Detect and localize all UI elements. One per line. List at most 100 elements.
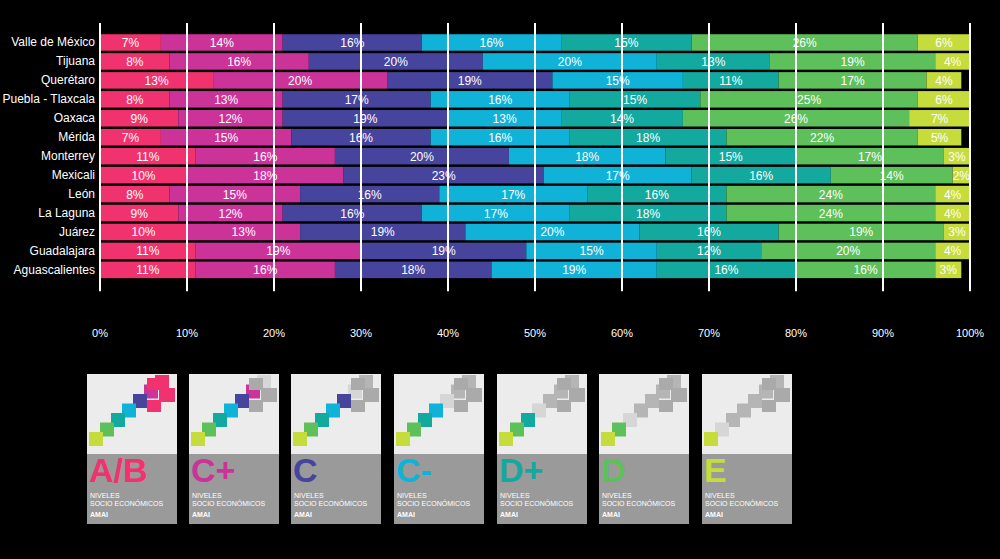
data-label: 12% [218, 112, 242, 126]
data-label: 8% [126, 93, 144, 107]
brand: AMAI [500, 511, 518, 518]
data-label: 6% [935, 36, 953, 50]
bar-segment [283, 91, 431, 108]
bar-segment [935, 186, 970, 203]
tick-label: 30% [350, 327, 372, 339]
grid-line [186, 23, 188, 291]
bar-segment [779, 72, 927, 89]
grid-line [447, 23, 449, 291]
data-label: 20% [288, 74, 312, 88]
data-label: 19% [562, 263, 586, 277]
bar-segment [300, 224, 465, 241]
caption: SOCIO ECONÓMICOS [192, 499, 265, 507]
bar-segment [726, 186, 935, 203]
data-label: 19% [266, 244, 290, 258]
bar-segment [796, 148, 944, 165]
data-label: 7% [931, 112, 949, 126]
icon-plus [147, 378, 161, 390]
bar-segment [552, 72, 683, 89]
tick-label: 60% [611, 327, 633, 339]
data-label: 24% [819, 188, 843, 202]
data-label: 3% [948, 150, 966, 164]
legend-label: C+ [191, 451, 235, 489]
brand: AMAI [90, 511, 108, 518]
bar-segment [100, 186, 170, 203]
legend-label: D+ [499, 451, 543, 489]
bar-segment [100, 110, 178, 127]
bar-segment [526, 243, 657, 259]
caption: NIVELES [192, 492, 222, 499]
category-label: Monterrey [41, 149, 95, 163]
card-top [497, 374, 587, 454]
bar-segment [361, 243, 526, 259]
card-background [394, 374, 484, 524]
bar-segment [100, 72, 213, 89]
bar-segment [422, 205, 570, 222]
card-background [291, 374, 381, 524]
bar-segment [309, 53, 483, 70]
caption: NIVELES [602, 492, 632, 499]
data-label: 17% [501, 188, 525, 202]
tick-label: 50% [524, 327, 546, 339]
bar-segment [918, 91, 970, 108]
category-label: Aguascalientes [14, 263, 95, 277]
brand: AMAI [705, 511, 723, 518]
bar-segment [100, 243, 196, 259]
grid-line [882, 23, 884, 291]
data-label: 20% [558, 55, 582, 69]
data-labels: 7%14%16%16%15%26%6%8%16%20%20%13%19%4%13… [122, 36, 971, 277]
data-label: 4% [944, 244, 962, 258]
data-label: 11% [719, 74, 742, 88]
bar-segment [431, 129, 570, 146]
data-label: 17% [345, 93, 369, 107]
data-label: 17% [484, 207, 508, 221]
caption: NIVELES [397, 492, 427, 499]
category-label: La Laguna [38, 206, 95, 220]
bar-segment [283, 205, 422, 222]
data-label: 19% [841, 55, 865, 69]
data-label: 14% [210, 36, 234, 50]
icon-plus [351, 400, 365, 412]
icon-plus [671, 388, 687, 402]
bar-segment [570, 91, 701, 108]
legend-label: C [293, 451, 318, 489]
bar-segment [953, 167, 970, 184]
legend: A/BNIVELESSOCIO ECONÓMICOSAMAIC+NIVELESS… [87, 374, 792, 524]
data-label: 19% [371, 225, 395, 239]
legend-label: C- [396, 451, 432, 489]
legend-card: CNIVELESSOCIO ECONÓMICOSAMAI [291, 374, 381, 524]
caption: SOCIO ECONÓMICOS [397, 499, 470, 507]
bar-segment [561, 34, 692, 51]
data-label: 2% [953, 169, 971, 183]
grid [100, 23, 970, 291]
legend-card: DNIVELESSOCIO ECONÓMICOSAMAI [599, 374, 689, 524]
caption: SOCIO ECONÓMICOS [294, 499, 367, 507]
data-label: 13% [493, 112, 517, 126]
bar-segment [692, 167, 831, 184]
data-label: 4% [935, 74, 953, 88]
card-top [87, 374, 177, 454]
caption: SOCIO ECONÓMICOS [705, 499, 778, 507]
data-label: 11% [136, 263, 159, 277]
bar-segment [178, 110, 282, 127]
data-label: 17% [858, 150, 882, 164]
data-label: 13% [145, 74, 169, 88]
legend-card: ENIVELESSOCIO ECONÓMICOSAMAI [702, 374, 792, 524]
card-top [189, 374, 279, 454]
icon-plus [557, 378, 571, 390]
bar-segment [657, 53, 770, 70]
bar-segment [100, 148, 196, 165]
bar-segment [944, 224, 970, 241]
bar-segment [927, 72, 962, 89]
icon-plus [762, 378, 776, 390]
category-label: Oaxaca [54, 111, 96, 125]
category-label: Tijuana [56, 54, 95, 68]
data-label: 15% [223, 188, 247, 202]
data-label: 9% [130, 207, 148, 221]
category-label: Mexicali [52, 168, 95, 182]
data-label: 18% [636, 207, 660, 221]
card-background [599, 374, 689, 524]
icon-square [89, 432, 103, 446]
bar-segment [448, 110, 561, 127]
icon-plus [659, 400, 673, 412]
